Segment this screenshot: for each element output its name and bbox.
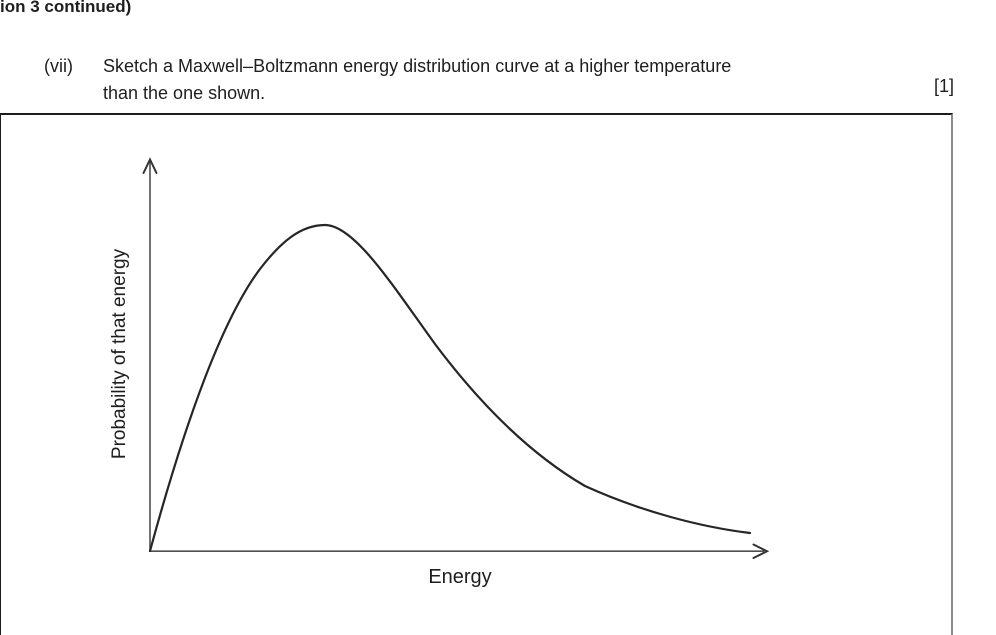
section-heading: ion 3 continued) — [0, 0, 132, 16]
question-text: Sketch a Maxwell–Boltzmann energy distri… — [103, 53, 893, 107]
y-axis-arrow-icon — [142, 157, 158, 174]
question-number: (vii) — [44, 56, 73, 76]
marks-badge: [1] — [934, 76, 955, 96]
question-line-2: than the one shown. — [103, 83, 266, 103]
answer-box: Probability of that energy Energy — [0, 113, 953, 635]
distribution-curve — [148, 223, 752, 553]
question-line-1: Sketch a Maxwell–Boltzmann energy distri… — [103, 56, 732, 76]
x-axis-label: Energy — [428, 566, 492, 588]
x-axis-arrow-icon — [752, 543, 770, 559]
maxwell-boltzmann-graph — [142, 157, 770, 559]
y-axis-label: Probability of that energy — [109, 248, 130, 460]
